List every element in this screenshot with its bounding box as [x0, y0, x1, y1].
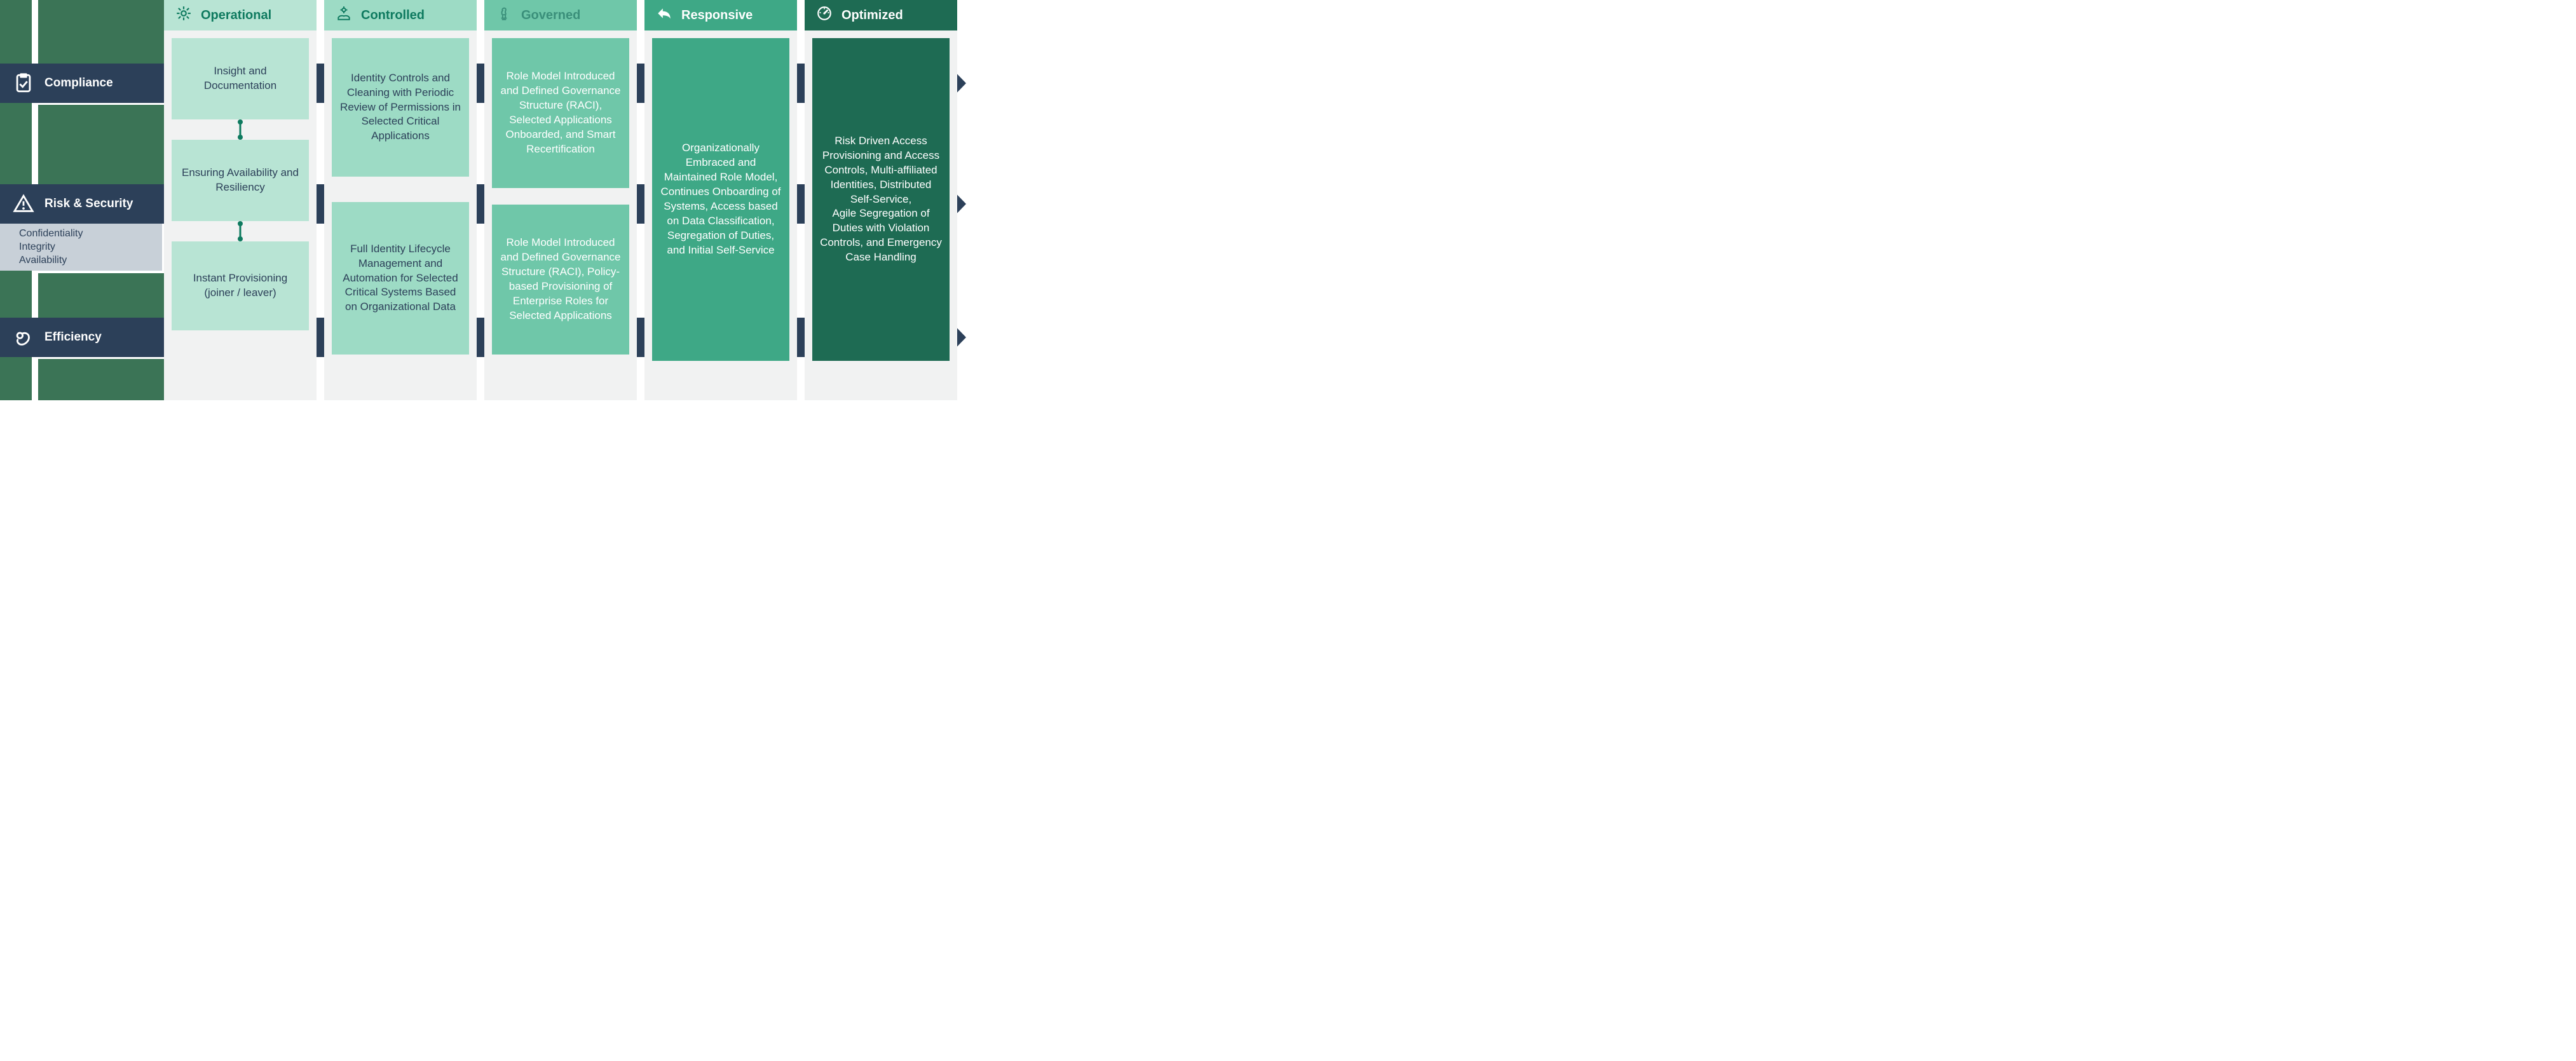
- col-label: Governed: [521, 8, 580, 23]
- ok-hand-icon: [13, 327, 34, 348]
- hand-gear-icon: [336, 5, 352, 22]
- row-sub-item: Availability: [19, 254, 162, 267]
- col-header-operational: Operational: [164, 0, 317, 30]
- col-header-governed: Governed: [484, 0, 637, 30]
- col-header-optimized: Optimized: [805, 0, 957, 30]
- col-operational: Insight and Documentation Ensuring Availa…: [164, 30, 317, 400]
- row-sub-item: Integrity: [19, 241, 162, 254]
- reply-icon: [656, 5, 672, 22]
- row-label: Compliance: [44, 76, 113, 90]
- col-header-responsive: Responsive: [644, 0, 797, 30]
- row-sub-item: Confidentiality: [19, 227, 162, 241]
- col-optimized: Risk Driven Access Provisioning and Acce…: [805, 30, 957, 400]
- row-label: Risk & Security: [44, 197, 133, 211]
- col-label: Operational: [201, 8, 271, 23]
- gauge-icon: [816, 5, 833, 22]
- maturity-card: Instant Provisioning (joiner / leaver): [172, 241, 309, 330]
- row-label: Efficiency: [44, 330, 102, 344]
- col-label: Optimized: [842, 8, 903, 23]
- col-responsive: Organizationally Embraced and Maintained…: [644, 30, 797, 400]
- chess-icon: [496, 5, 512, 22]
- maturity-card: Role Model Introduced and Defined Govern…: [492, 38, 629, 188]
- background-block: [38, 359, 165, 400]
- col-controlled: Identity Controls and Cleaning with Peri…: [324, 30, 477, 400]
- maturity-card: Organizationally Embraced and Maintained…: [652, 38, 789, 361]
- gear-icon: [175, 5, 192, 22]
- col-label: Responsive: [681, 8, 753, 23]
- connector: [172, 123, 309, 136]
- col-label: Controlled: [361, 8, 425, 23]
- clipboard-check-icon: [13, 72, 34, 94]
- col-header-controlled: Controlled: [324, 0, 477, 30]
- background-block: [38, 273, 165, 318]
- maturity-card: Insight and Documentation: [172, 38, 309, 119]
- maturity-card: Role Model Introduced and Defined Govern…: [492, 205, 629, 355]
- background-block: [38, 0, 165, 64]
- row-sub-risk: ConfidentialityIntegrityAvailability: [0, 224, 162, 271]
- connector: [172, 225, 309, 238]
- maturity-card: Ensuring Availability and Resiliency: [172, 140, 309, 221]
- maturity-card: Risk Driven Access Provisioning and Acce…: [812, 38, 950, 361]
- col-governed: Role Model Introduced and Defined Govern…: [484, 30, 637, 400]
- alert-triangle-icon: [13, 193, 34, 215]
- maturity-card: Full Identity Lifecycle Management and A…: [332, 202, 469, 355]
- background-block: [38, 105, 165, 184]
- maturity-card: Identity Controls and Cleaning with Peri…: [332, 38, 469, 177]
